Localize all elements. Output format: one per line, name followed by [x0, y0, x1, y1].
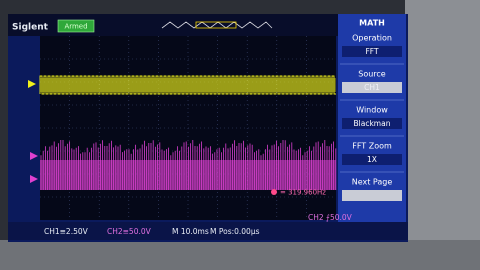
menu-label: FFT Zoom	[352, 142, 392, 151]
menu-label: Next Page	[352, 178, 393, 187]
math-marker	[30, 175, 38, 183]
timeline-window	[195, 21, 237, 29]
ch1-marker	[28, 80, 36, 88]
top-bar	[8, 14, 338, 36]
menu-value: 1X	[367, 155, 377, 164]
menu-label: Operation	[352, 34, 392, 43]
menu-value-box	[342, 46, 402, 57]
ch1-band	[40, 78, 336, 92]
status-bar	[8, 222, 408, 240]
menu-value: FFT	[365, 47, 378, 56]
ch2-scale: CH2≡50.0V	[107, 227, 152, 236]
menu-value-box	[342, 154, 402, 165]
menu-label: Source	[358, 70, 386, 79]
status-badge	[57, 19, 95, 33]
waveforms	[39, 75, 337, 190]
timebase: M 10.0ms	[172, 227, 209, 236]
menu-value: Blackman	[354, 119, 391, 128]
trigger: CH2 ⨍50.0V	[308, 213, 353, 222]
menu-title: MATH	[359, 19, 385, 28]
status: Armed	[64, 23, 87, 31]
menu-label: Window	[356, 106, 388, 115]
device-side	[405, 0, 480, 270]
cursor-icon	[271, 189, 277, 195]
ch1-scale: CH1≡2.50V	[44, 227, 89, 236]
brand: Siglent	[12, 23, 49, 33]
ch1-trace	[39, 75, 336, 95]
fft-band	[40, 160, 336, 190]
menu-value-box	[342, 190, 402, 201]
device-bottom	[0, 240, 480, 270]
menu-value-box	[342, 82, 402, 93]
menu-value-box	[342, 118, 402, 129]
menu-items: Operation FFT Source CH1 Window Blackman FFT Z…	[340, 34, 404, 201]
cursor-readout: = 319.960Hz	[280, 189, 326, 197]
menu-value: CH1	[364, 83, 380, 92]
position: M Pos:0.00µs	[210, 227, 260, 236]
ch2-marker	[30, 152, 38, 160]
